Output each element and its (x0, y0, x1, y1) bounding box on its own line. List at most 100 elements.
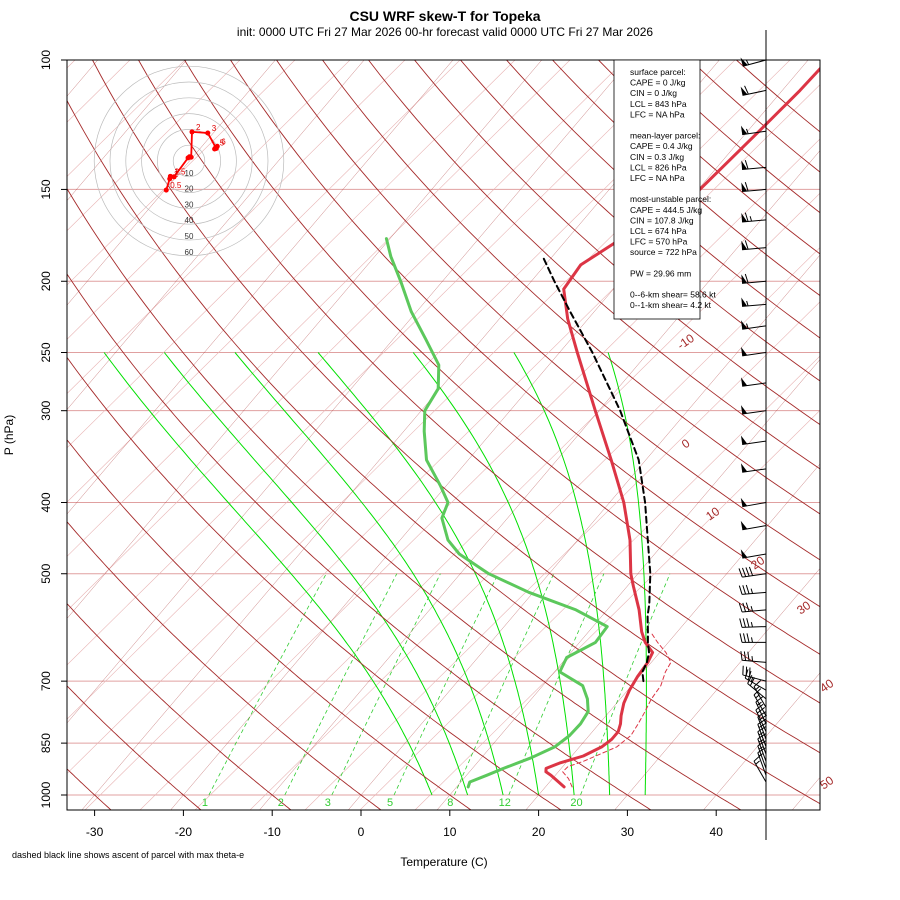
hodograph-point (171, 174, 177, 180)
hodograph-ring (157, 129, 221, 193)
wind-barb (753, 688, 767, 716)
mixing-ratio-label: 3 (325, 797, 331, 809)
wind-barb (740, 377, 767, 387)
mixing-ratio-line (284, 573, 398, 796)
wind-barb (740, 651, 767, 663)
hodograph-point (163, 187, 169, 193)
info-line: CAPE = 0 J/kg (630, 78, 686, 88)
isotherm-line (67, 60, 187, 202)
hodograph-point (212, 146, 218, 152)
isotherm-line (347, 254, 820, 810)
mixing-ratio-labels: 1 2 3 5 8 12 20 (202, 797, 583, 809)
isotherm-line (67, 60, 365, 410)
p-tick-label: 700 (39, 671, 53, 691)
moist-adiabats (103, 352, 647, 796)
p-tick-label: 150 (39, 179, 53, 199)
dry-adiabat (67, 768, 112, 810)
isotherm-line (436, 359, 820, 810)
info-line: CAPE = 444.5 J/kg (630, 205, 702, 215)
dry-adiabat (459, 60, 820, 382)
wind-barb (740, 549, 767, 559)
isotherm-label: -10 (675, 331, 698, 353)
isotherm-line (881, 44, 900, 811)
hodograph-ring-label: 50 (185, 232, 194, 241)
x-tick-label: 40 (710, 825, 724, 839)
info-line: most-unstable parcel: (630, 194, 711, 204)
mixing-ratio-label: 1 (202, 797, 208, 809)
hodograph-ring (109, 81, 269, 241)
hodograph-point-label: 5 (220, 138, 225, 147)
p-tick-label: 250 (39, 342, 53, 362)
hodograph-point-label: 6 (221, 137, 226, 146)
grid-diagonal (139, 138, 820, 810)
p-tick-label: 1000 (39, 781, 53, 808)
hodograph-point (188, 154, 194, 160)
wind-barb (740, 405, 767, 415)
x-tick-label: -20 (175, 825, 193, 839)
dry-adiabat (229, 60, 820, 608)
mixing-ratio-label: 2 (278, 797, 284, 809)
wind-barb (757, 711, 768, 740)
mixing-ratio-label: 8 (447, 797, 453, 809)
mixing-ratio-line (393, 573, 499, 796)
dry-adiabat (689, 60, 820, 173)
hodograph-point-label: 2 (196, 123, 201, 132)
dry-adiabat (275, 60, 820, 561)
info-line: source = 722 hPa (630, 247, 697, 257)
mixing-ratio-label: 12 (499, 797, 511, 809)
hodograph-ring-label: 30 (185, 200, 194, 209)
isotherm-line (67, 60, 454, 515)
wind-barb (740, 85, 767, 96)
moist-adiabat (412, 352, 575, 796)
grid-diagonal (67, 60, 736, 720)
isotherm-line (67, 60, 631, 724)
info-line: CIN = 0 J/kg (630, 88, 677, 98)
info-line: LFC = NA hPa (630, 109, 685, 119)
p-tick-label: 200 (39, 271, 53, 291)
mixing-ratio-line (508, 573, 605, 796)
wind-barb (739, 633, 766, 643)
isotherm-label: 10 (703, 504, 722, 523)
wind-barb (741, 273, 767, 284)
dry-adiabat (183, 60, 820, 655)
grid-diagonal (67, 60, 241, 232)
grid-diagonal (194, 192, 820, 810)
grid-diagonal (67, 60, 571, 557)
dry-adiabat (67, 521, 382, 810)
wind-barb (741, 182, 767, 193)
x-tick-label: 20 (532, 825, 546, 839)
grid-diagonal (67, 60, 406, 394)
wind-barb (740, 435, 767, 445)
info-line: surface parcel: (630, 67, 686, 77)
wind-barb (741, 240, 767, 251)
hodograph-point-label: 1.5 (174, 167, 186, 176)
axes: -30 -20 -10 0 10 20 30 401001502002503004005007… (39, 50, 723, 839)
hodograph-ring-label: 10 (185, 169, 194, 178)
info-line: LFC = NA hPa (630, 173, 685, 183)
info-line: LCL = 674 hPa (630, 226, 687, 236)
mixing-ratio-label: 5 (387, 797, 393, 809)
grid-diagonal (414, 409, 820, 810)
dry-adiabat (67, 439, 472, 810)
wind-barb (738, 602, 767, 613)
background-grid (67, 60, 820, 810)
plot-frame (66, 59, 821, 811)
mixing-ratio-line (580, 573, 671, 796)
wind-barb (738, 584, 767, 595)
moist-adiabat (317, 352, 540, 796)
dry-adiabat (67, 602, 292, 810)
wind-barbs (738, 30, 768, 840)
wind-barb (739, 618, 767, 628)
info-line: CIN = 107.8 J/kg (630, 215, 694, 225)
isotherm-line (67, 60, 543, 619)
p-tick-label: 400 (39, 492, 53, 512)
dry-adiabat (67, 356, 562, 810)
isotherm-line (67, 60, 99, 97)
mixing-ratio-label: 20 (570, 797, 582, 809)
isotherm-line (614, 568, 820, 810)
grid-diagonal (67, 60, 626, 612)
dry-adiabat (413, 60, 820, 426)
